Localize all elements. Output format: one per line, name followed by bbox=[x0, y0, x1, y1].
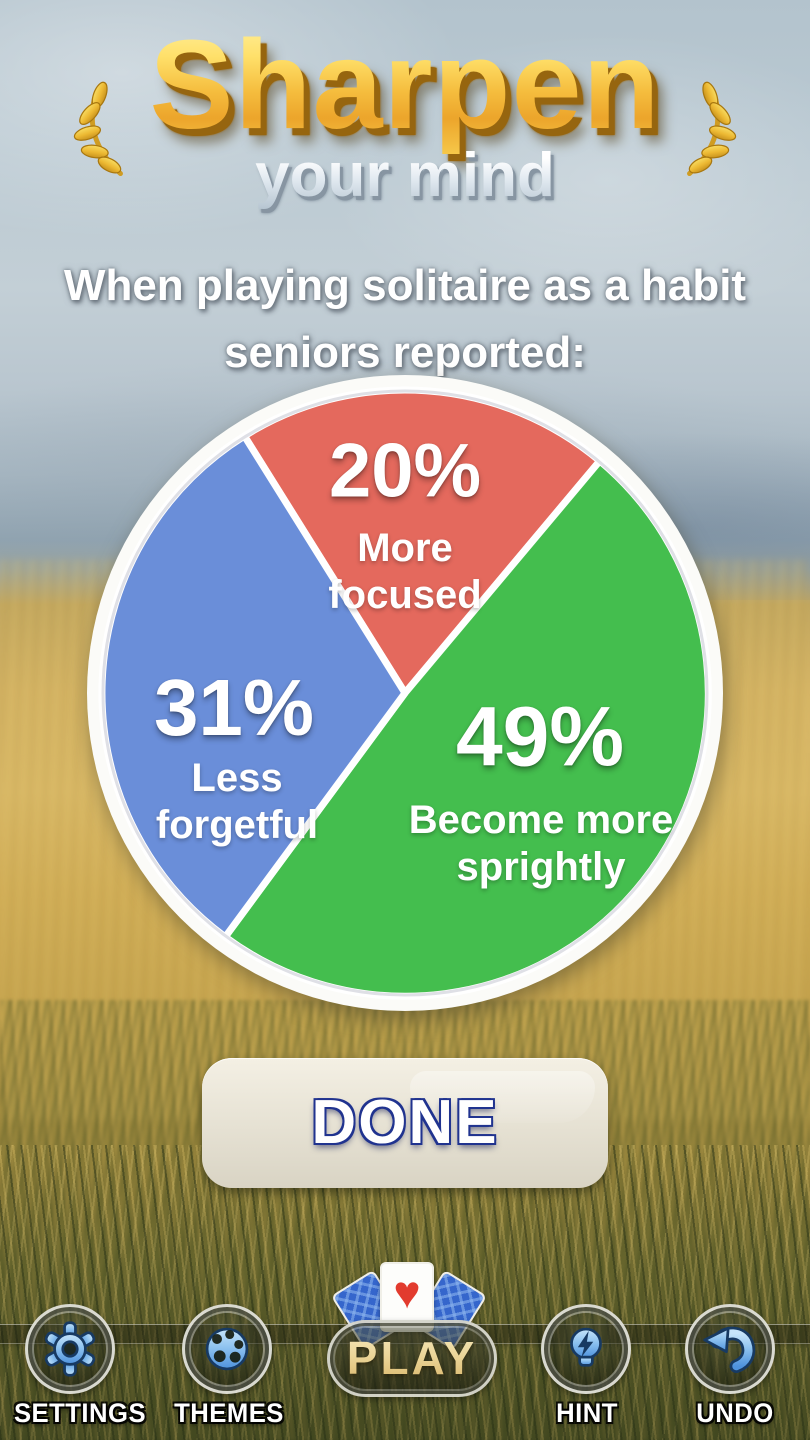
subtitle-shadow-layer: your mind bbox=[258, 144, 558, 215]
pie-chart: 20% More focused 49% Become more spright… bbox=[85, 373, 725, 1013]
pie-percent-become-sprightly: 49% bbox=[455, 689, 625, 784]
pie-label-more-focused: More focused bbox=[328, 526, 482, 617]
page-subtitle: your mind your mind bbox=[0, 140, 810, 214]
pie-slice bbox=[221, 457, 712, 1000]
themes-button[interactable] bbox=[182, 1304, 272, 1394]
hint-label: HINT bbox=[556, 1398, 618, 1428]
promo-text: When playing solitaire as a habit senior… bbox=[0, 252, 810, 386]
page-title: Sharpen Sharpen bbox=[0, 22, 810, 160]
pie-percent-less-forgetful: 31% bbox=[153, 663, 315, 752]
done-button[interactable]: DONE bbox=[202, 1058, 608, 1188]
laurel-left-icon bbox=[73, 81, 123, 176]
play-button-label: PLAY bbox=[330, 1323, 494, 1394]
lightbulb-icon bbox=[570, 1327, 602, 1367]
pie-slice bbox=[98, 432, 409, 941]
done-button-face: DONE bbox=[210, 1067, 600, 1179]
settings-button[interactable] bbox=[25, 1304, 115, 1394]
laurel-right-icon bbox=[687, 81, 737, 176]
heart-icon: ♥ bbox=[393, 1266, 421, 1318]
pie-label-less-forgetful: Less forgetful bbox=[155, 756, 319, 847]
pie-percent-more-focused: 20% bbox=[328, 428, 482, 514]
gear-icon bbox=[44, 1321, 96, 1377]
promo-line-1: When playing solitaire as a habit bbox=[63, 261, 747, 310]
undo-label: UNDO bbox=[696, 1398, 774, 1428]
themes-label: THEMES bbox=[174, 1398, 284, 1428]
settings-label: SETTINGS bbox=[13, 1398, 147, 1428]
palette-icon bbox=[205, 1327, 249, 1371]
title-shadow-layer: Sharpen bbox=[155, 29, 666, 155]
done-button-label: DONE bbox=[311, 1088, 499, 1157]
pie-label-become-sprightly: Become more sprightly bbox=[408, 798, 674, 889]
subtitle-text: your mind bbox=[255, 141, 555, 210]
pie-inner-rim bbox=[101, 389, 709, 997]
undo-button[interactable] bbox=[685, 1304, 775, 1394]
promo-line-2: seniors reported: bbox=[224, 328, 586, 377]
title-text: Sharpen bbox=[149, 14, 661, 155]
pie-slice bbox=[240, 386, 604, 697]
undo-arrow-icon bbox=[703, 1326, 756, 1374]
hint-button[interactable] bbox=[541, 1304, 631, 1394]
play-button[interactable]: PLAY bbox=[327, 1320, 497, 1397]
